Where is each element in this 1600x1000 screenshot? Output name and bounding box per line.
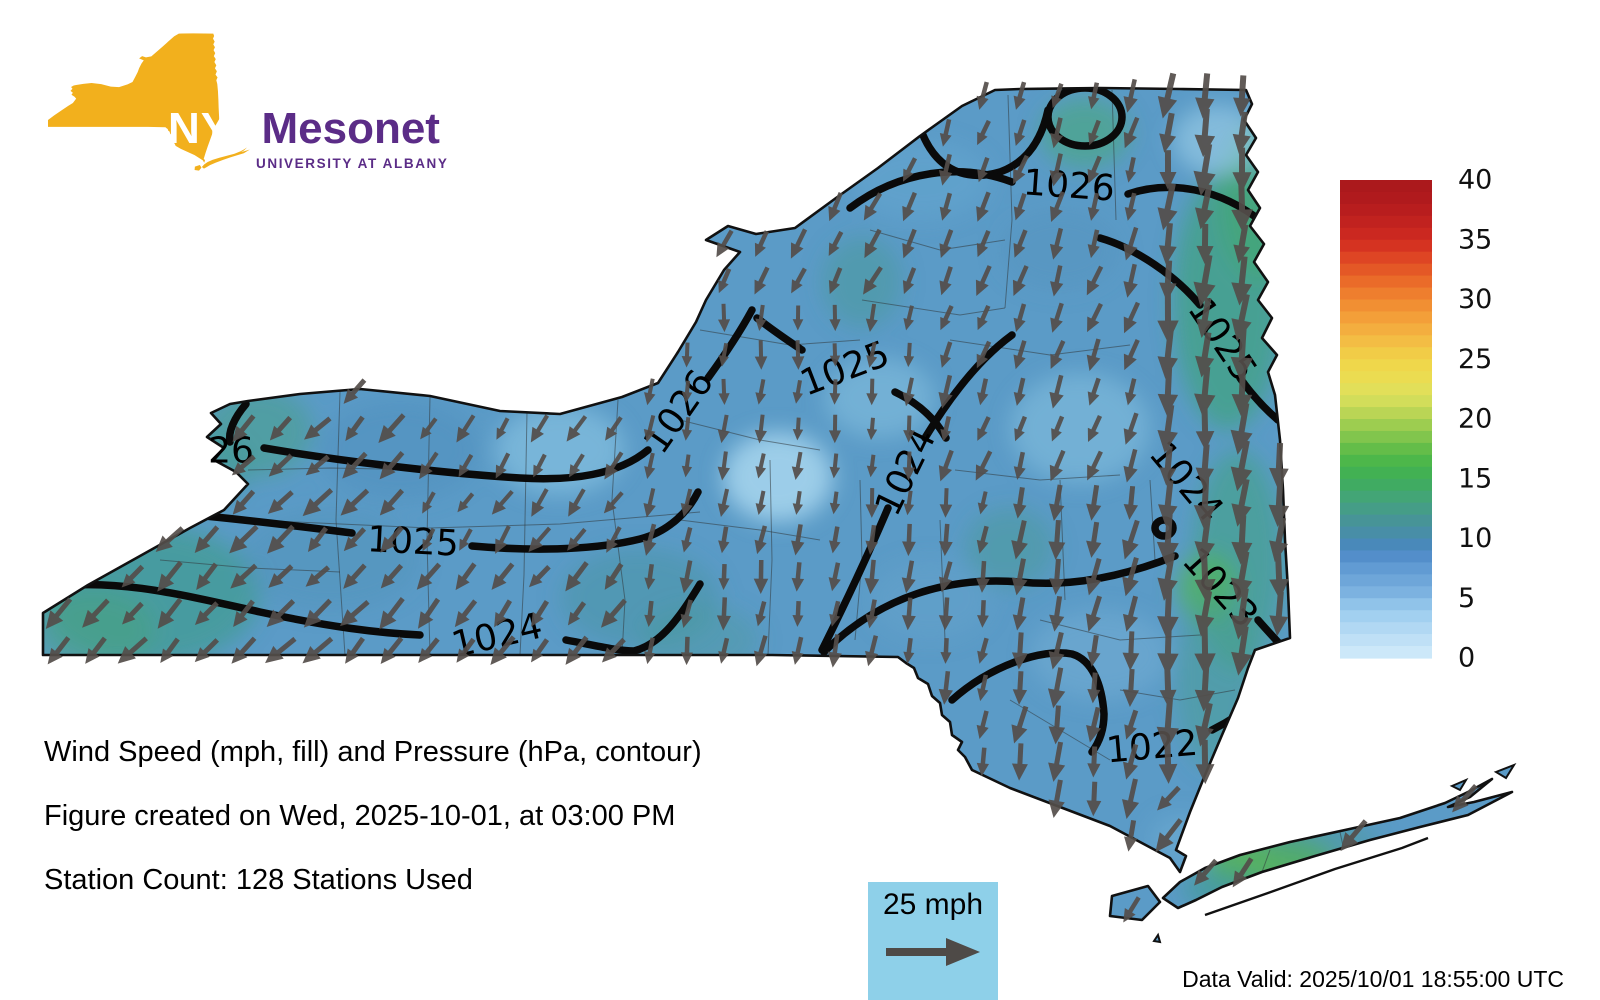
reference-vector-box: 25 mph bbox=[868, 882, 998, 1000]
colorbar-tick: 25 bbox=[1458, 344, 1492, 375]
station-count-line: Station Count: 128 Stations Used bbox=[44, 864, 473, 896]
state-outline bbox=[41, 86, 1292, 874]
data-valid-timestamp: Data Valid: 2025/10/01 18:55:00 UTC bbox=[1182, 966, 1564, 992]
figure-created-line: Figure created on Wed, 2025-10-01, at 03… bbox=[44, 800, 676, 832]
state-outline bbox=[1161, 777, 1514, 910]
logo-tagline: UNIVERSITY AT ALBANY bbox=[256, 156, 449, 171]
contour-label: 1022 bbox=[1105, 723, 1200, 772]
colorbar-tick: 15 bbox=[1458, 463, 1492, 494]
small-island bbox=[1152, 932, 1162, 944]
wind-arrows bbox=[45, 72, 1478, 923]
colorbar-tick: 40 bbox=[1458, 165, 1492, 196]
state-fill-layer bbox=[43, 88, 1512, 920]
reference-arrow-icon bbox=[886, 938, 980, 966]
small-island bbox=[1449, 777, 1469, 792]
contour-label: 1025 bbox=[366, 519, 460, 565]
small-island bbox=[1493, 762, 1517, 780]
colorbar-tick: 5 bbox=[1458, 583, 1475, 614]
barrier-island-line bbox=[1204, 836, 1429, 917]
contour-label: 1026 bbox=[1022, 162, 1116, 209]
nys-mesonet-logo: NYSMesonet UNIVERSITY AT ALBANY bbox=[40, 8, 460, 208]
logo-acronym: NYS bbox=[168, 104, 262, 153]
colorbar-tick: 10 bbox=[1458, 523, 1492, 554]
state-outline bbox=[1108, 884, 1162, 922]
figure-title: Wind Speed (mph, fill) and Pressure (hPa… bbox=[44, 736, 702, 768]
colorbar-tick: 0 bbox=[1458, 643, 1475, 674]
logo-brand: Mesonet bbox=[261, 104, 440, 153]
colorbar-tick: 30 bbox=[1458, 284, 1492, 315]
colorbar-tick: 20 bbox=[1458, 404, 1492, 435]
reference-vector-label: 25 mph bbox=[882, 888, 984, 921]
colorbar: 40 35 30 25 20 15 10 5 0 bbox=[1340, 165, 1492, 674]
ny-state-logo-silhouette bbox=[48, 33, 250, 171]
colorbar-tick: 35 bbox=[1458, 224, 1492, 255]
